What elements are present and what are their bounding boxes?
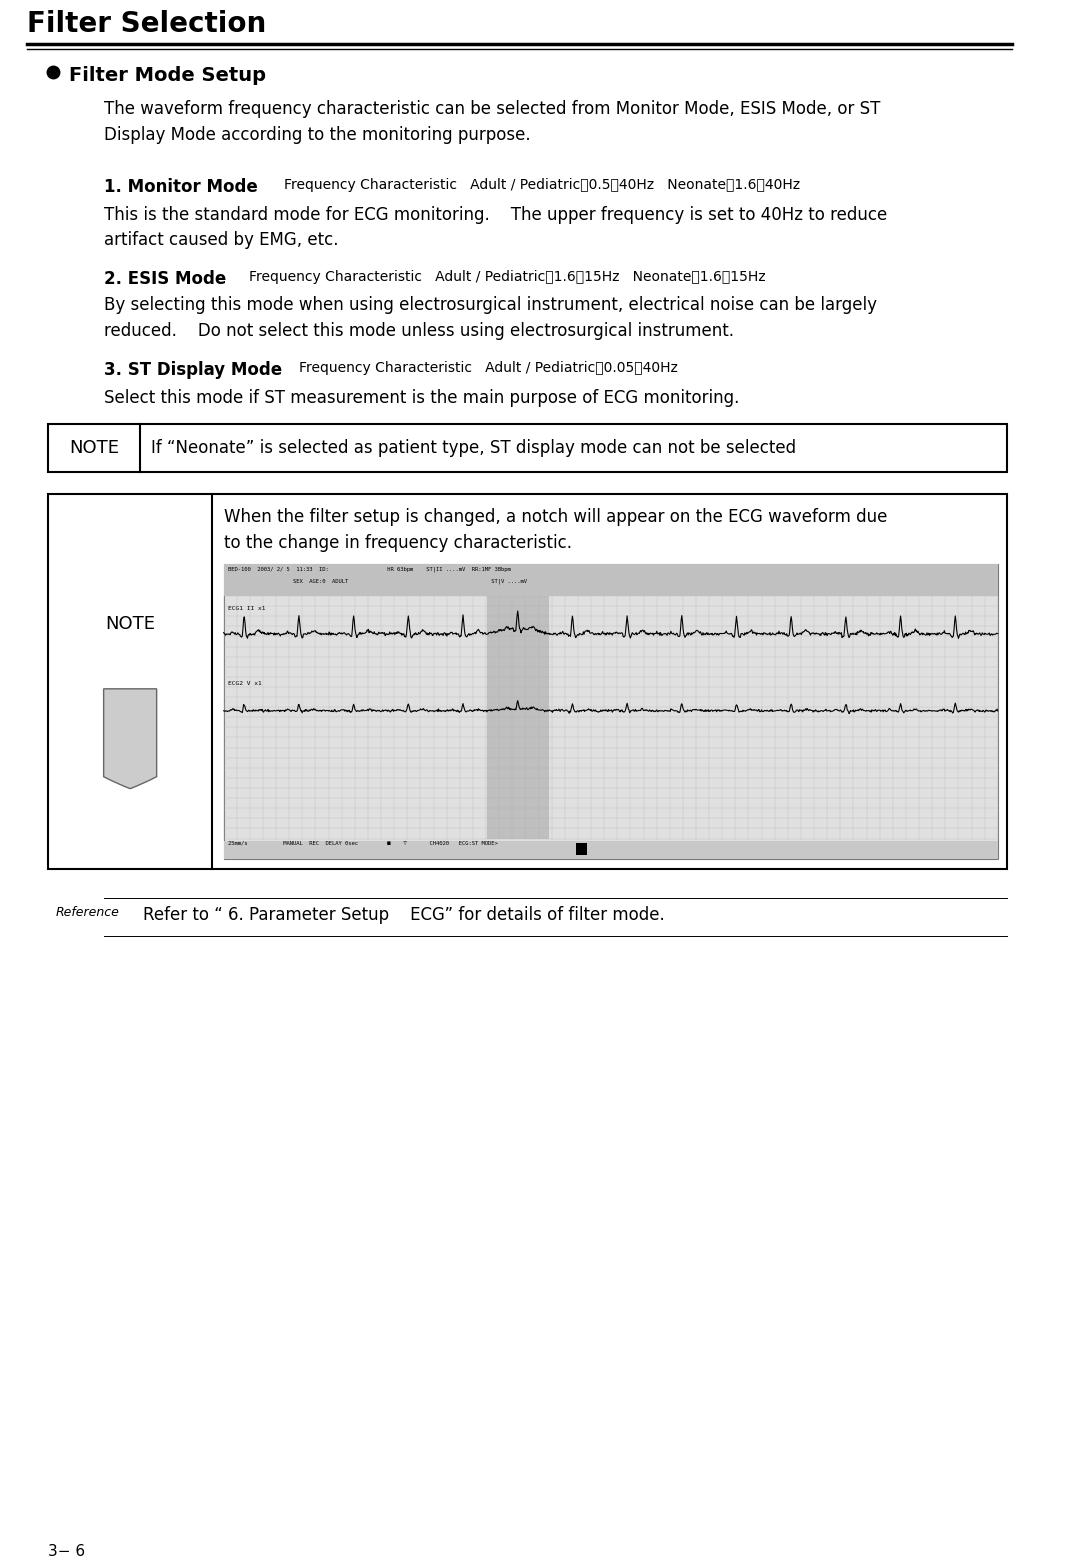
Bar — [223, 841, 997, 858]
Text: 25mm/s           MANUAL  REC  DELAY 0sec         ■    ▽       CH4020   ECG:ST MO: 25mm/s MANUAL REC DELAY 0sec ■ ▽ CH4020 … — [228, 841, 497, 846]
Text: Select this mode if ST measurement is the main purpose of ECG monitoring.: Select this mode if ST measurement is th… — [104, 389, 740, 408]
Text: BED-100  2003/ 2/ 5  11:33  ID:                  HR 63bpm    ST|II ....mV  RR:1M: BED-100 2003/ 2/ 5 11:33 ID: HR 63bpm ST… — [228, 566, 510, 572]
PathPatch shape — [104, 689, 157, 789]
Text: The waveform frequency characteristic can be selected from Monitor Mode, ESIS Mo: The waveform frequency characteristic ca… — [104, 100, 881, 144]
Bar — [223, 564, 997, 596]
Text: Filter Selection: Filter Selection — [27, 9, 266, 38]
Text: NOTE: NOTE — [69, 439, 119, 458]
Text: Filter Mode Setup: Filter Mode Setup — [69, 66, 266, 84]
Text: ECG2 V x1: ECG2 V x1 — [228, 681, 261, 686]
Bar — [48, 494, 1007, 869]
Text: 3− 6: 3− 6 — [48, 1544, 86, 1560]
Text: This is the standard mode for ECG monitoring.    The upper frequency is set to 4: This is the standard mode for ECG monito… — [104, 206, 887, 250]
Text: If “Neonate” is selected as patient type, ST display mode can not be selected: If “Neonate” is selected as patient type… — [152, 439, 796, 458]
Text: SEX  AGE:0  ADULT                                            ST|V ....mV: SEX AGE:0 ADULT ST|V ....mV — [228, 578, 527, 583]
Text: Reference: Reference — [56, 907, 120, 919]
Text: NOTE: NOTE — [105, 614, 155, 633]
Text: Frequency Characteristic   Adult / Pediatric：0.05～40Hz: Frequency Characteristic Adult / Pediatr… — [299, 361, 678, 375]
Text: 3. ST Display Mode: 3. ST Display Mode — [104, 361, 282, 380]
Bar — [223, 564, 997, 858]
Text: When the filter setup is changed, a notch will appear on the ECG waveform due
to: When the filter setup is changed, a notc… — [223, 508, 887, 552]
Bar — [48, 424, 1007, 472]
Text: By selecting this mode when using electrosurgical instrument, electrical noise c: By selecting this mode when using electr… — [104, 297, 877, 341]
Text: Refer to “ 6. Parameter Setup    ECG” for details of filter mode.: Refer to “ 6. Parameter Setup ECG” for d… — [142, 907, 665, 924]
Text: 2. ESIS Mode: 2. ESIS Mode — [104, 269, 227, 288]
Bar — [486, 596, 548, 839]
Text: ECG1 II x1: ECG1 II x1 — [228, 606, 265, 611]
Bar — [576, 842, 588, 855]
Text: Frequency Characteristic   Adult / Pediatric：0.5～40Hz   Neonate：1.6～40Hz: Frequency Characteristic Adult / Pediatr… — [284, 178, 801, 192]
Text: Frequency Characteristic   Adult / Pediatric：1.6～15Hz   Neonate：1.6～15Hz: Frequency Characteristic Adult / Pediatr… — [249, 269, 765, 283]
Text: 1. Monitor Mode: 1. Monitor Mode — [104, 178, 258, 195]
